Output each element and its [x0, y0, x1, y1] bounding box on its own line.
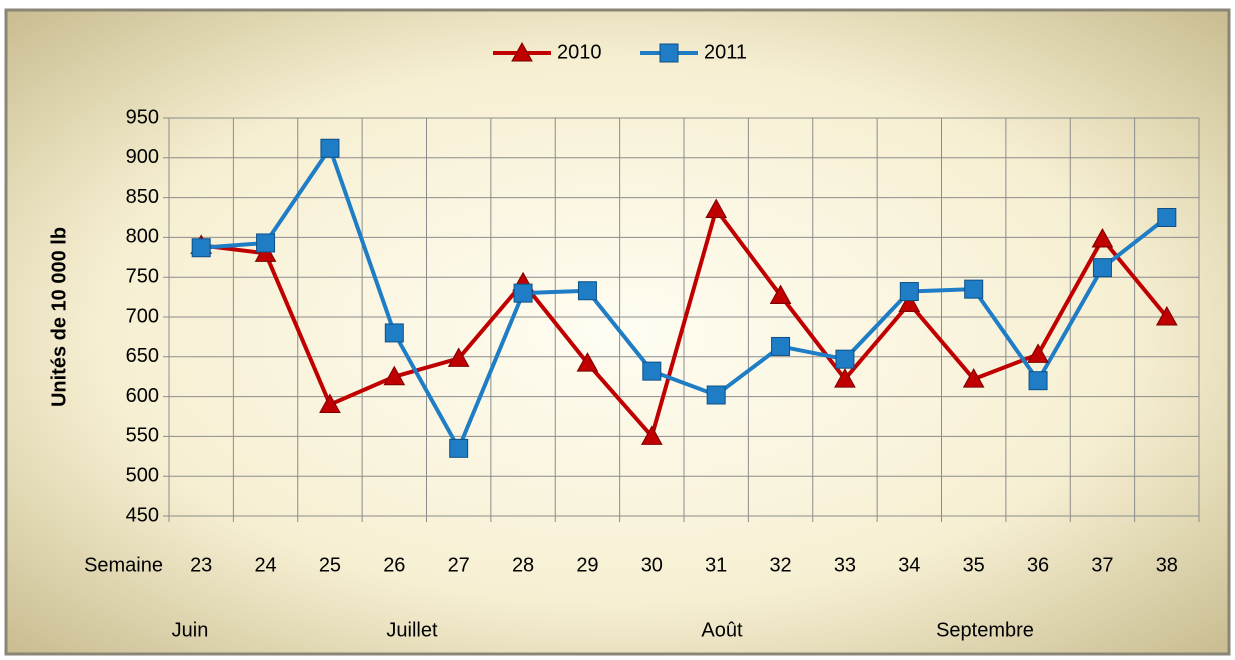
marker-square [384, 323, 404, 343]
y-tick-label: 750 [126, 265, 159, 287]
legend-label: 2011 [704, 41, 747, 63]
y-tick-label: 550 [126, 425, 159, 447]
chart-frame [4, 8, 1231, 656]
series-line [200, 207, 1169, 439]
x-tick-label: 26 [383, 554, 405, 576]
marker-triangle [576, 352, 599, 372]
marker-square [835, 349, 855, 369]
marker-triangle [511, 41, 533, 62]
marker-square [577, 281, 597, 301]
x-tick-label: 30 [641, 554, 663, 576]
marker-triangle [898, 292, 921, 312]
marker-triangle [383, 365, 406, 386]
y-tick-label: 500 [126, 464, 159, 486]
marker-square [771, 336, 791, 356]
y-tick-label: 700 [126, 305, 159, 327]
marker-triangle [640, 425, 663, 445]
y-tick-label: 900 [126, 146, 159, 168]
marker-square [513, 283, 533, 303]
marker-square [191, 238, 211, 258]
x-tick-label: 38 [1156, 554, 1178, 576]
marker-square [964, 279, 984, 299]
x-tick-label: 27 [448, 554, 470, 576]
x-tick-label: 37 [1091, 554, 1113, 576]
marker-square [1092, 258, 1112, 278]
marker-triangle [705, 198, 728, 219]
series-line [201, 146, 1169, 451]
marker-triangle [769, 284, 792, 305]
x-tick-label: 24 [254, 554, 276, 576]
x-tick-label: 25 [319, 554, 341, 576]
x-tick-label: 32 [769, 554, 791, 576]
marker-triangle [834, 368, 856, 388]
marker-square [642, 361, 662, 381]
x-tick-label: 28 [512, 554, 534, 576]
marker-square [659, 43, 679, 63]
y-tick-label: 950 [126, 106, 159, 128]
y-tick-label: 850 [126, 186, 159, 208]
marker-square [1157, 208, 1177, 227]
marker-triangle [319, 393, 341, 414]
marker-square [320, 138, 340, 158]
marker-triangle [962, 368, 985, 388]
x-tick-label: 35 [963, 554, 985, 576]
marker-square [899, 282, 919, 302]
marker-square [1028, 371, 1048, 391]
y-axis-label: Unités de 10 000 lb [48, 227, 70, 407]
marker-square [706, 385, 726, 405]
marker-triangle [1091, 227, 1114, 248]
month-label: Septembre [936, 619, 1034, 641]
month-label: Juillet [386, 619, 438, 641]
marker-triangle [1027, 343, 1049, 363]
x-tick-label: 34 [898, 554, 920, 576]
x-tick-label: 33 [834, 554, 856, 576]
y-tick-label: 650 [126, 345, 159, 367]
marker-triangle [447, 347, 470, 367]
marker-triangle [1155, 305, 1178, 326]
y-tick-label: 450 [126, 504, 159, 526]
x-tick-label: 29 [576, 554, 598, 576]
legend-label: 2010 [557, 41, 602, 63]
month-label: Août [701, 619, 743, 641]
x-tick-label: 36 [1027, 554, 1049, 576]
y-tick-label: 800 [126, 226, 159, 248]
month-label: Juin [172, 619, 209, 641]
x-tick-label: 31 [705, 554, 727, 576]
y-tick-label: 600 [126, 385, 159, 407]
x-tick-label: 23 [190, 554, 212, 576]
marker-square [449, 438, 469, 458]
marker-square [256, 233, 276, 253]
x-axis-label: Semaine [84, 554, 163, 576]
